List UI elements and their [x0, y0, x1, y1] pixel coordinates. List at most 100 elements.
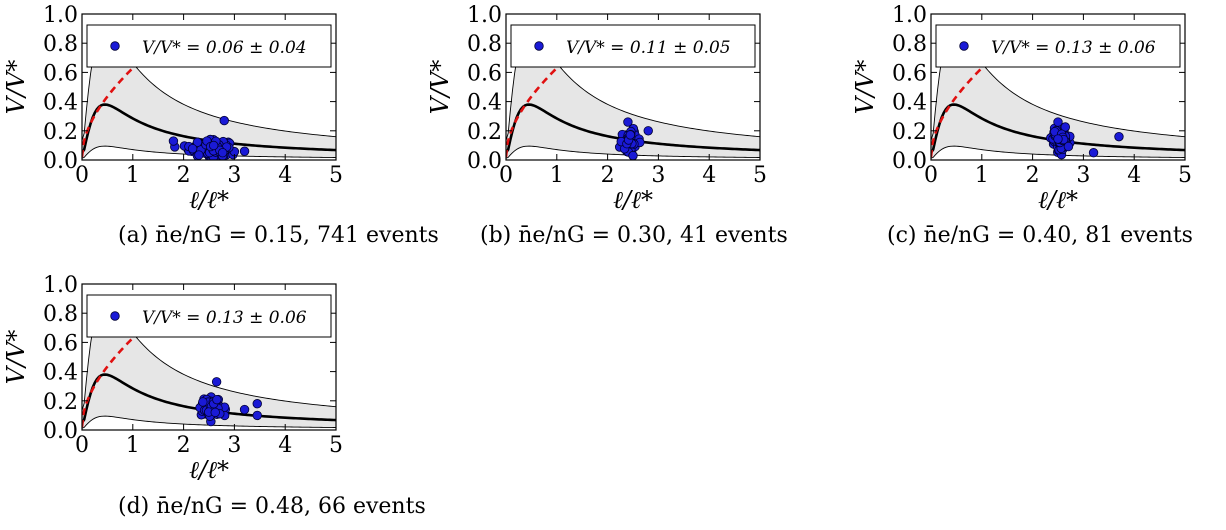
- y-tick-label: 0.6: [43, 331, 78, 356]
- plot-frame: [81, 283, 337, 431]
- x-tick-label: 2: [601, 163, 615, 188]
- data-point: [239, 404, 250, 415]
- x-tick-label: 3: [227, 163, 241, 188]
- chart-svg: 0 1 2 3 4 5 0.0 0.2 0.4 0.6 0.8 1.0 ℓ/ℓ* V/V* V/V* = 0…: [851, 3, 1192, 214]
- chart-caption: (c) n̄e/nG = 0.40, 81 events: [887, 223, 1193, 248]
- x-tick-label: 2: [177, 163, 191, 188]
- y-axis-label: V/V*: [2, 60, 30, 115]
- y-tick-label: 0.4: [467, 91, 502, 116]
- x-tick-label: 5: [329, 163, 343, 188]
- legend-box: [86, 294, 332, 338]
- y-tick-label: 0.0: [892, 149, 927, 174]
- x-tick-label: 1: [126, 163, 140, 188]
- chart-panel-c: 0 1 2 3 4 5 0.0 0.2 0.4 0.6 0.8 1.0 ℓ/ℓ* V/V* V/V* = 0…: [849, 0, 1226, 260]
- data-point: [239, 146, 250, 156]
- data-point: [198, 397, 208, 407]
- x-tick-label: 4: [278, 433, 292, 458]
- legend-box: [935, 24, 1181, 68]
- y-tick-label: 0.0: [43, 419, 78, 444]
- y-tick-label: 0.0: [467, 149, 502, 174]
- y-tick-label: 0.2: [43, 390, 78, 415]
- scaling-curve-dashed: [506, 31, 599, 158]
- y-tick-label: 0.4: [892, 91, 927, 116]
- data-point: [208, 140, 219, 151]
- y-tick-label: 0.8: [43, 32, 78, 57]
- x-tick-label: 4: [278, 163, 292, 188]
- y-tick-label: 0.4: [43, 361, 78, 386]
- x-axis-label: ℓ/ℓ*: [1038, 186, 1078, 214]
- data-point: [1114, 131, 1124, 142]
- chart-caption: (a) n̄e/nG = 0.15, 741 events: [118, 223, 439, 248]
- x-tick-label: 2: [1026, 163, 1040, 188]
- x-tick-label: 5: [753, 163, 767, 188]
- x-tick-label: 0: [75, 163, 89, 188]
- chart-svg: 0 1 2 3 4 5 0.0 0.2 0.4 0.6 0.8 1.0 ℓ/ℓ* V/V* V/V* = 0…: [426, 3, 767, 214]
- legend-marker: [110, 311, 120, 321]
- chart-svg: 0 1 2 3 4 5 0.0 0.2 0.4 0.6 0.8 1.0 ℓ/ℓ* V/V* V/V* = 0…: [2, 3, 343, 214]
- chart-panel-d: 0 1 2 3 4 5 0.0 0.2 0.4 0.6 0.8 1.0 ℓ/ℓ* V/V* V/V* = 0…: [0, 270, 426, 530]
- plot-frame: [930, 13, 1186, 161]
- y-tick-label: 1.0: [43, 273, 78, 298]
- confidence-band: [931, 30, 1185, 159]
- scaling-curve-dashed: [931, 31, 1024, 158]
- y-tick-label: 0.2: [43, 120, 78, 145]
- data-point: [252, 410, 262, 421]
- x-tick-label: 4: [702, 163, 716, 188]
- y-tick-label: 0.8: [467, 32, 502, 57]
- x-tick-label: 1: [126, 433, 140, 458]
- legend-marker: [110, 41, 120, 51]
- legend: V/V* = 0.11 ± 0.05: [510, 24, 756, 68]
- data-point: [192, 137, 203, 147]
- chart-panel-a: 0 1 2 3 4 5 0.0 0.2 0.4 0.6 0.8 1.0 ℓ/ℓ* V/V* V/V* = 0…: [0, 0, 439, 260]
- scaling-curve-dashed: [82, 31, 175, 158]
- plot-area: [931, 29, 1185, 160]
- data-point: [217, 147, 228, 158]
- x-tick-label: 1: [975, 163, 989, 188]
- x-tick-label: 4: [1127, 163, 1141, 188]
- legend-label: V/V* = 0.13 ± 0.06: [991, 38, 1156, 58]
- plot-area: [506, 29, 760, 160]
- legend-label: V/V* = 0.13 ± 0.06: [142, 308, 307, 328]
- x-tick-label: 5: [329, 433, 343, 458]
- x-tick-label: 2: [177, 433, 191, 458]
- data-point: [628, 150, 638, 160]
- y-tick-label: 0.4: [43, 91, 78, 116]
- y-tick-label: 0.8: [892, 32, 927, 57]
- confidence-band: [82, 300, 336, 429]
- legend: V/V* = 0.06 ± 0.04: [86, 24, 332, 68]
- x-axis-label: ℓ/ℓ*: [189, 186, 229, 214]
- data-point: [252, 399, 262, 409]
- y-tick-label: 1.0: [467, 3, 502, 28]
- data-point: [625, 130, 636, 140]
- x-axis-label: ℓ/ℓ*: [189, 456, 229, 484]
- y-tick-label: 1.0: [892, 3, 927, 28]
- data-point: [1053, 134, 1063, 144]
- y-axis-label: V/V*: [426, 60, 454, 115]
- data-point: [219, 115, 229, 126]
- data-point: [211, 377, 222, 387]
- x-tick-label: 1: [550, 163, 564, 188]
- y-tick-label: 0.0: [43, 149, 78, 174]
- data-point: [212, 394, 222, 405]
- chart-caption: (d) n̄e/nG = 0.48, 66 events: [118, 494, 426, 519]
- chart-svg: 0 1 2 3 4 5 0.0 0.2 0.4 0.6 0.8 1.0 ℓ/ℓ* V/V* V/V* = 0…: [2, 273, 343, 484]
- legend-label: V/V* = 0.11 ± 0.05: [566, 38, 731, 58]
- legend-label: V/V* = 0.06 ± 0.04: [142, 38, 307, 58]
- chart-panel-b: 0 1 2 3 4 5 0.0 0.2 0.4 0.6 0.8 1.0 ℓ/ℓ* V/V* V/V* = 0…: [424, 0, 804, 260]
- scaling-curve-dashed: [82, 301, 175, 428]
- x-tick-label: 3: [227, 433, 241, 458]
- data-point: [1053, 117, 1063, 127]
- legend-marker: [959, 41, 969, 51]
- x-tick-label: 0: [75, 433, 89, 458]
- plot-area: [82, 29, 336, 160]
- chart-caption: (b) n̄e/nG = 0.30, 41 events: [480, 223, 788, 248]
- confidence-band: [506, 30, 760, 159]
- y-tick-label: 0.6: [892, 61, 927, 86]
- y-tick-label: 0.2: [467, 120, 502, 145]
- legend: V/V* = 0.13 ± 0.06: [935, 24, 1181, 68]
- legend: V/V* = 0.13 ± 0.06: [86, 294, 332, 338]
- y-axis-label: V/V*: [851, 60, 879, 115]
- y-axis-label: V/V*: [2, 330, 30, 385]
- data-point: [623, 117, 633, 127]
- data-point: [210, 407, 220, 418]
